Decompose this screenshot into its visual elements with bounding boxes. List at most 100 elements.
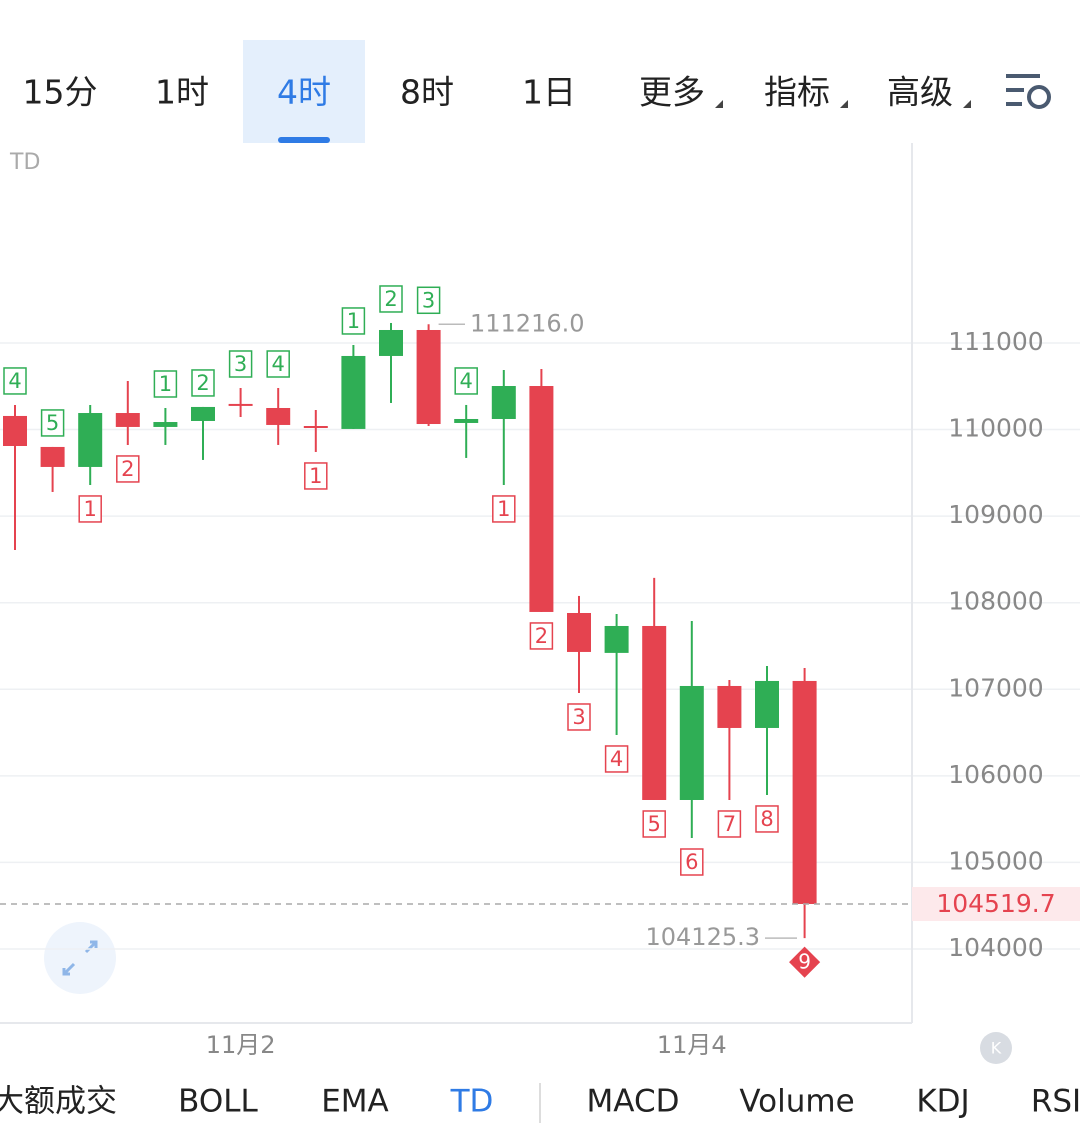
td-marker — [153, 370, 178, 398]
dropdown-caret — [715, 100, 723, 108]
low-annotation: 104125.3 — [645, 923, 760, 951]
candle-body — [303, 426, 328, 429]
scroll-left-icon: K — [991, 1039, 1002, 1058]
candle-body — [228, 403, 253, 406]
expand-icon — [62, 940, 98, 976]
last-price-label: 104519.7 — [936, 889, 1055, 918]
td-label: 5 — [46, 411, 59, 435]
candle-body — [341, 355, 366, 429]
td-marker — [755, 805, 779, 833]
y-tick-label: 109000 — [948, 500, 1043, 529]
x-tick-label: 11月4 — [657, 1031, 727, 1059]
td-label: 7 — [723, 812, 736, 836]
td-marker — [454, 367, 478, 395]
td-marker — [416, 286, 441, 315]
active-tab-indicator — [278, 137, 330, 143]
candle-body — [679, 685, 704, 800]
td-label: 2 — [196, 371, 209, 395]
td-label: 3 — [422, 288, 435, 312]
indicator-tab[interactable]: MACD — [587, 1084, 680, 1120]
td-marker — [40, 409, 65, 437]
td-label: 3 — [572, 705, 585, 729]
td-marker — [116, 455, 140, 483]
td-marker — [304, 462, 328, 490]
timeframe-tab[interactable]: 更多 — [639, 73, 705, 112]
indicator-tab[interactable]: 大额成交 — [0, 1084, 117, 1120]
td-label: 4 — [272, 352, 285, 376]
x-tick-label: 11月2 — [206, 1031, 276, 1059]
td-label: 5 — [648, 812, 661, 836]
timeframe-tab[interactable]: 1时 — [155, 73, 209, 112]
last-price-box — [912, 886, 1080, 921]
indicator-tab[interactable]: TD — [450, 1084, 494, 1120]
td-marker — [341, 307, 366, 335]
y-tick-label: 111000 — [948, 327, 1043, 356]
td-marker — [78, 495, 102, 523]
indicator-tab[interactable]: BOLL — [178, 1084, 258, 1120]
td-label: 2 — [121, 457, 134, 481]
indicator-tab[interactable]: KDJ — [916, 1084, 969, 1120]
y-tick-label: 107000 — [948, 673, 1043, 702]
candle-body — [491, 386, 516, 419]
timeframe-tab[interactable]: 8时 — [400, 73, 454, 112]
td-marker — [379, 285, 403, 313]
td-label: 1 — [497, 497, 510, 521]
active-tab-bg — [243, 40, 365, 143]
td-label: 1 — [84, 497, 97, 521]
td-marker — [529, 622, 554, 650]
candle-body — [416, 329, 441, 425]
timeframe-tab[interactable]: 15分 — [23, 73, 98, 112]
timeframe-tab[interactable]: 指标 — [764, 73, 830, 112]
td-label: 6 — [685, 850, 698, 874]
candle-body — [379, 329, 403, 356]
settings-icon[interactable] — [1006, 74, 1051, 109]
y-tick-label: 104000 — [948, 933, 1043, 962]
td-label: 4 — [460, 369, 473, 393]
td-label: 4 — [610, 747, 623, 771]
td-marker — [680, 848, 704, 876]
td-marker — [3, 367, 27, 395]
y-tick-label: 108000 — [948, 587, 1043, 616]
timeframe-tab[interactable]: 1日 — [522, 73, 576, 112]
candle-body — [78, 413, 103, 467]
candle-body — [191, 406, 215, 421]
td-label: 9 — [798, 950, 811, 974]
candle-body — [755, 680, 779, 728]
td-marker — [266, 350, 290, 378]
scroll-left-button[interactable] — [980, 1032, 1012, 1064]
indicator-name: TD — [9, 150, 40, 175]
y-tick-label: 110000 — [948, 414, 1043, 443]
td-marker — [492, 495, 516, 523]
timeframe-tab[interactable]: 高级 — [887, 73, 953, 112]
expand-button[interactable] — [44, 922, 116, 994]
indicator-tab[interactable]: EMA — [321, 1084, 389, 1120]
indicator-tab[interactable]: Volume — [739, 1084, 854, 1120]
td-marker — [191, 369, 215, 397]
td-marker — [567, 703, 591, 731]
status-area — [0, 0, 1080, 40]
td-label: 2 — [535, 624, 548, 648]
td-marker — [604, 745, 629, 773]
candle-body — [3, 415, 27, 447]
td-label: 4 — [8, 369, 21, 393]
candle-body — [153, 422, 178, 427]
timeframe-tab[interactable]: 4时 — [277, 73, 331, 112]
indicator-tab[interactable]: RSI — [1031, 1084, 1080, 1120]
candle-body — [567, 612, 591, 652]
candle-body — [642, 625, 667, 800]
dropdown-caret — [840, 100, 848, 108]
candle-body — [115, 413, 140, 427]
td-marker — [717, 810, 742, 838]
candle-body — [454, 418, 479, 423]
td-marker — [228, 350, 253, 378]
candle-body — [266, 407, 291, 425]
dropdown-caret — [963, 100, 971, 108]
y-tick-label: 106000 — [948, 760, 1043, 789]
td-label: 8 — [760, 807, 773, 831]
candle-body — [40, 446, 65, 467]
td-label: 1 — [159, 372, 172, 396]
candle-body — [604, 625, 629, 653]
td-label: 2 — [384, 287, 397, 311]
